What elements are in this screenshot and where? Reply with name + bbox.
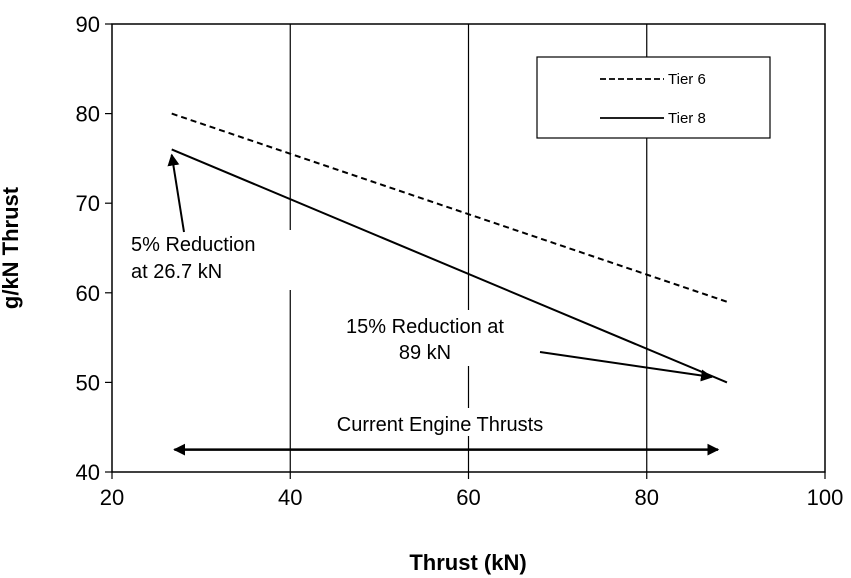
y-tick-label-90: 90 <box>76 12 100 37</box>
annotation-15-line-2: 89 kN <box>399 342 451 364</box>
legend-label-tier-8: Tier 8 <box>668 110 706 127</box>
annotation-15-line-1: 15% Reduction at <box>346 316 504 338</box>
x-axis-ticks: 20 40 60 80 100 <box>100 472 844 510</box>
annotation-5-percent-reduction: 5% Reduction at 26.7 kN <box>126 153 296 290</box>
annotation-15-background <box>320 310 535 366</box>
series-line-tier-6 <box>171 112 728 303</box>
x-tick-label-100: 100 <box>807 485 844 510</box>
y-tick-label-40: 40 <box>76 460 100 485</box>
y-axis-title: g/kN Thrust <box>0 186 23 309</box>
series-line-tier-8 <box>171 148 728 384</box>
x-axis-title: Thrust (kN) <box>409 550 526 575</box>
x-tick-label-60: 60 <box>456 485 480 510</box>
legend-label-tier-6: Tier 6 <box>668 71 706 88</box>
annotation-range-label: Current Engine Thrusts <box>337 414 543 436</box>
chart-legend: Tier 6 Tier 8 <box>536 56 771 139</box>
x-tick-label-80: 80 <box>635 485 659 510</box>
x-tick-label-40: 40 <box>278 485 302 510</box>
annotation-15-arrow <box>539 351 713 382</box>
annotation-range-background <box>310 408 570 436</box>
y-tick-label-70: 70 <box>76 191 100 216</box>
annotation-current-engine-thrusts: Current Engine Thrusts <box>173 408 720 456</box>
annotation-15-percent-reduction: 15% Reduction at 89 kN <box>320 310 713 382</box>
annotation-5-arrow <box>167 153 185 233</box>
annotation-5-line-2: at 26.7 kN <box>131 261 222 283</box>
series-layer <box>171 112 728 384</box>
annotation-5-line-1: 5% Reduction <box>131 234 256 256</box>
annotation-5-background <box>126 230 296 290</box>
y-tick-label-50: 50 <box>76 370 100 395</box>
y-tick-label-80: 80 <box>76 102 100 127</box>
y-axis-ticks: 40 50 60 70 80 90 <box>76 12 112 485</box>
x-tick-label-20: 20 <box>100 485 124 510</box>
legend-box <box>536 56 771 139</box>
y-tick-label-60: 60 <box>76 281 100 306</box>
